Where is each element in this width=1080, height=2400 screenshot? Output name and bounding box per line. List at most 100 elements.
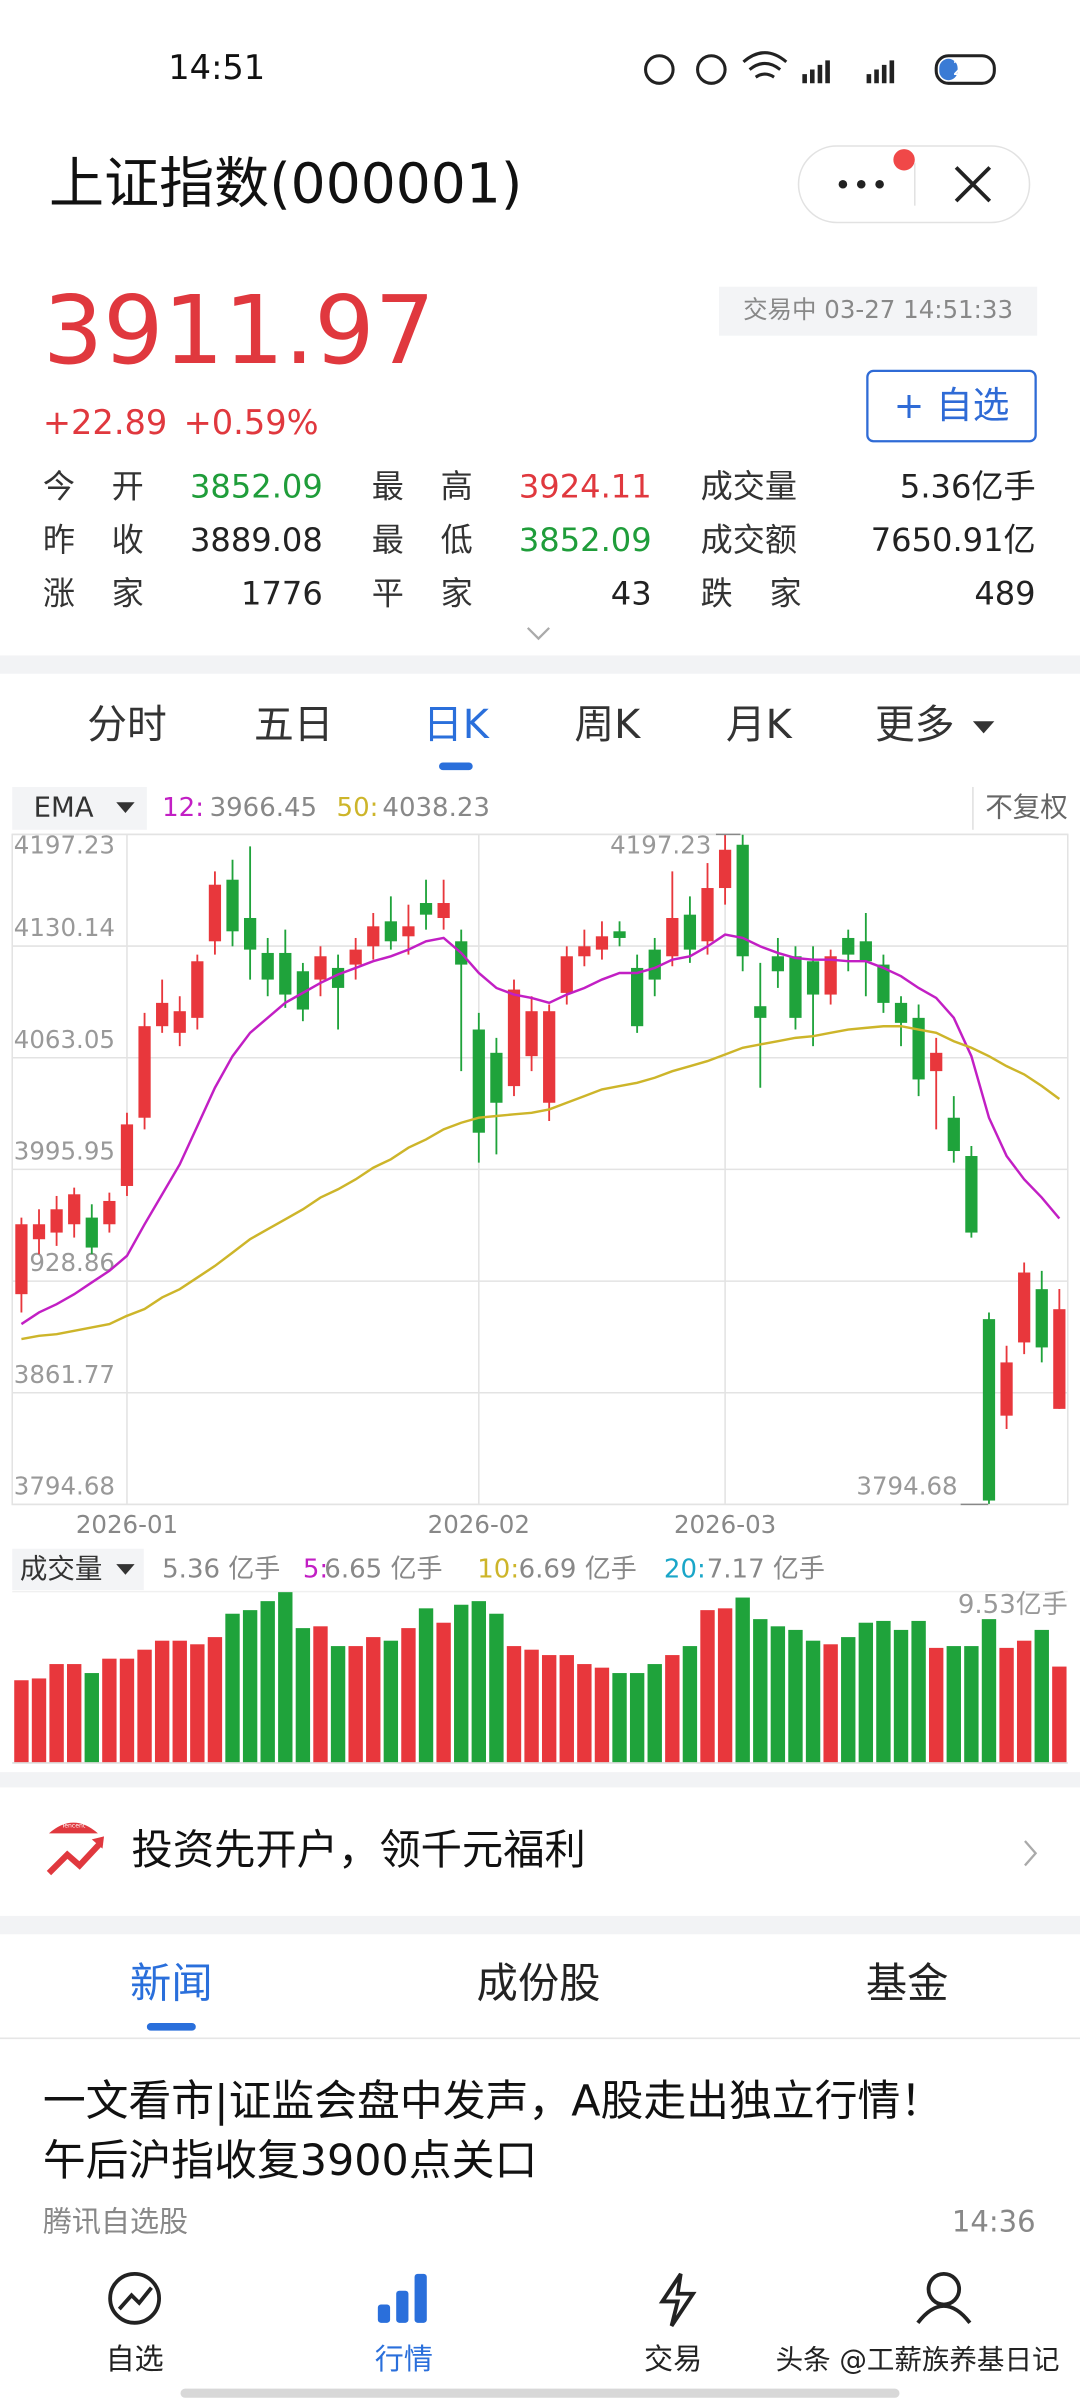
news-title[interactable]: 一文看市|证监会盘中发声，A股走出独立行情！ [43, 2077, 943, 2127]
adjust-label[interactable]: 不复权 [985, 791, 1068, 823]
legend-name: 50: [337, 793, 379, 823]
candle-body [789, 956, 802, 1018]
period-tab[interactable]: 日K [423, 702, 490, 748]
stat-value: 43 [611, 575, 652, 613]
volume-bar [1034, 1629, 1049, 1763]
volume-bar [102, 1658, 117, 1763]
watch-button[interactable] [866, 369, 1037, 443]
watch-icon[interactable] [108, 2271, 162, 2325]
news-tab[interactable]: 新闻 [130, 1959, 213, 2007]
volume-bar [84, 1673, 99, 1763]
volume-bar [594, 1667, 610, 1763]
volume-bar [665, 1655, 680, 1763]
price: 3911.97 [43, 276, 435, 386]
battery-icon [934, 54, 996, 85]
nav-label[interactable]: 自选 [106, 2342, 164, 2376]
candle-body [15, 1224, 28, 1295]
volume-bar [682, 1646, 698, 1763]
page-title: 上证指数(000001) [49, 151, 522, 215]
volume-bar [137, 1649, 152, 1763]
legend-value: 6.69 亿手 [519, 1555, 637, 1585]
battery-text: 27 [953, 57, 978, 80]
dropdown-arrow [116, 802, 135, 813]
watermark: 头条 @工薪族养基日记 [776, 2344, 1060, 2376]
volume-bar [454, 1604, 469, 1763]
candle-body [965, 1156, 978, 1233]
volume-bar [964, 1646, 979, 1763]
candle-body [560, 956, 573, 993]
dot [856, 179, 866, 189]
volume-bar [260, 1601, 275, 1763]
stat-value: 3852.09 [519, 521, 652, 559]
volume-bar [911, 1620, 926, 1763]
candle-body [578, 946, 591, 957]
volume-bar [14, 1680, 29, 1763]
nav-label[interactable]: 行情 [375, 2342, 433, 2376]
more-dots[interactable] [838, 179, 884, 189]
candle-body [507, 989, 521, 1087]
indicator-label[interactable]: EMA [34, 791, 94, 823]
legend-name: 5: [303, 1555, 328, 1585]
candle-body [243, 917, 257, 950]
promo-text[interactable]: 投资先开户，领千元福利 [132, 1826, 586, 1874]
volume-bar [436, 1622, 451, 1763]
period-tab[interactable]: 分时 [87, 702, 167, 748]
volume-bar [876, 1620, 891, 1763]
signal-icon [802, 60, 895, 84]
period-tab[interactable]: 五日 [254, 702, 334, 748]
candle-body [894, 1002, 908, 1023]
x-tick-label: 2026-01 [76, 1510, 178, 1539]
period-tab[interactable]: 月K [726, 702, 793, 748]
tab-underline [146, 2023, 196, 2031]
stat-value: 3852.09 [190, 468, 323, 506]
candle-body [930, 1052, 943, 1072]
candle-body [402, 926, 415, 937]
close-icon[interactable] [954, 166, 992, 203]
candle-body [384, 921, 397, 942]
market-icon[interactable] [377, 2273, 427, 2323]
candle-body [173, 1011, 186, 1033]
volume-bar [1016, 1640, 1032, 1763]
volume-bar [172, 1640, 187, 1763]
tab-underline [439, 762, 473, 771]
period-tab[interactable]: 周K [574, 702, 641, 748]
promo-chevron[interactable] [1024, 1840, 1038, 1867]
trade-icon[interactable] [658, 2272, 697, 2327]
candle-body [806, 961, 820, 995]
wifi-icon [742, 51, 788, 79]
me-icon-body [916, 2304, 972, 2325]
news-tab[interactable]: 成份股 [477, 1959, 601, 2007]
dropdown-arrow[interactable] [972, 721, 995, 734]
candle-body [437, 903, 450, 918]
volume-bar [929, 1647, 944, 1763]
volume-bar [753, 1619, 768, 1763]
volume-bar [981, 1619, 997, 1763]
candle-body [419, 903, 433, 915]
y-tick-label: 3995.95 [14, 1137, 115, 1166]
news-tab[interactable]: 基金 [866, 1959, 949, 2007]
stat-value: 5.36亿手 [900, 468, 1036, 506]
candle-body [367, 926, 380, 947]
y-tick-label: 9.53亿手 [958, 1590, 1068, 1620]
candle-body [648, 949, 661, 980]
volume-title[interactable]: 成交量 [20, 1553, 103, 1585]
nav-label[interactable]: 交易 [644, 2342, 702, 2376]
candle-body [666, 917, 679, 957]
news-title[interactable]: 午后沪指收复3900点关口 [43, 2136, 537, 2186]
volume-bar [541, 1655, 557, 1763]
period-tab[interactable]: 更多 [875, 702, 955, 748]
stat-value: 7650.91亿 [871, 521, 1036, 559]
x-tick-label: 2026-03 [674, 1510, 776, 1539]
candle-body [631, 967, 644, 1027]
candle-body [279, 952, 292, 995]
volume-bar [31, 1678, 47, 1763]
watch-button-label[interactable]: + 自选 [894, 384, 1010, 427]
candle-body [683, 914, 697, 950]
expand-chevron[interactable] [526, 627, 550, 641]
volume-bar [119, 1658, 135, 1763]
promo-logo-arrow [46, 1840, 104, 1876]
promo-logo-cap [48, 1822, 98, 1834]
candle-body [912, 1017, 925, 1080]
alarm-icon [644, 54, 675, 85]
